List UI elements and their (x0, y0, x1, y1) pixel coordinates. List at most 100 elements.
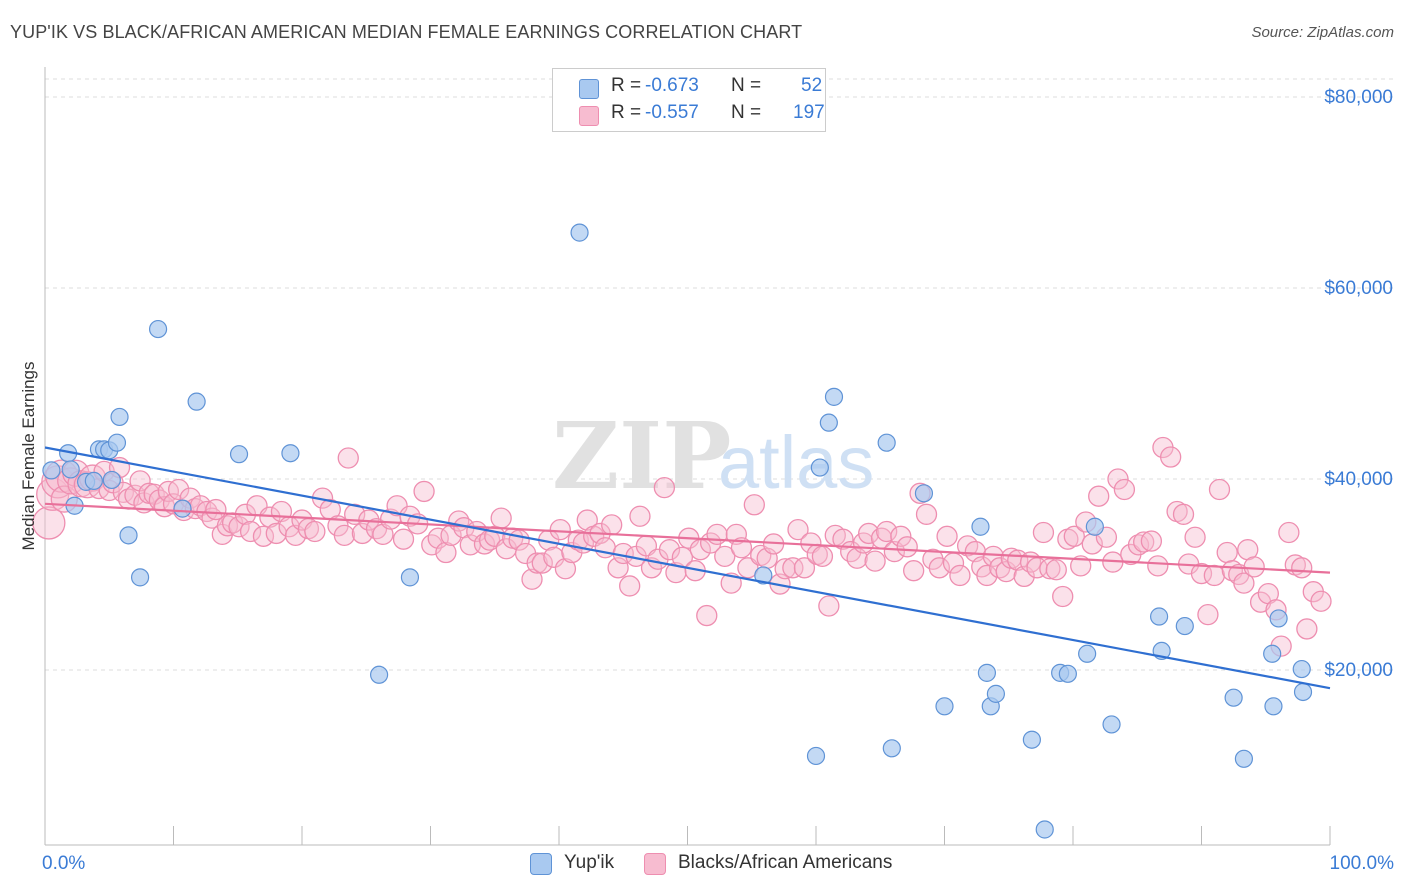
trend-lines (44, 446, 1331, 690)
correlation-legend: R = -0.673 N = 52 R = -0.557 N = 197 (552, 68, 826, 132)
bottom-label-black: Blacks/African Americans (678, 852, 893, 873)
point-black-african-american (1070, 555, 1092, 577)
watermark-atlas: atlas (718, 421, 874, 504)
point-black-african-american (392, 528, 415, 550)
point-yupik (1085, 517, 1104, 536)
y-tick-label: $60,000 (1324, 278, 1393, 299)
point-black-african-american (928, 557, 951, 579)
point-black-african-american (1172, 503, 1195, 525)
bottom-label-yupik: Yup'ik (564, 852, 615, 873)
point-yupik (1264, 697, 1283, 716)
point-yupik (400, 568, 420, 587)
trend-line-black-african-american (44, 502, 1331, 574)
point-yupik (1175, 616, 1194, 636)
watermark-zip: ZIP (552, 402, 731, 510)
point-black-african-american (32, 506, 66, 540)
point-black-african-american (239, 520, 262, 543)
point-black-african-american (725, 523, 747, 546)
point-yupik (1224, 688, 1243, 707)
point-black-african-american (1296, 618, 1318, 640)
point-black-african-american (304, 520, 326, 543)
point-yupik (1269, 609, 1288, 628)
point-black-african-american (554, 558, 577, 580)
point-black-african-american (658, 539, 681, 561)
point-black-african-american (576, 509, 598, 531)
point-black-african-american (1233, 572, 1255, 594)
point-yupik (935, 697, 954, 716)
legend-n-value: 52 (801, 75, 823, 96)
point-yupik (1102, 715, 1121, 734)
point-black-african-american (720, 572, 742, 594)
point-black-african-american (629, 505, 651, 527)
point-black-african-american (1133, 531, 1155, 553)
point-yupik (119, 526, 138, 545)
point-black-african-american (903, 560, 925, 582)
point-black-african-american (832, 528, 854, 550)
point-black-african-american (696, 604, 718, 627)
point-black-african-american (876, 520, 898, 543)
point-black-african-american (936, 525, 958, 547)
y-tick-label: $40,000 (1324, 469, 1393, 490)
point-yupik (42, 461, 61, 480)
point-yupik (754, 566, 773, 585)
point-yupik (806, 746, 826, 766)
point-yupik (102, 470, 121, 490)
axes (44, 67, 1331, 846)
point-black-african-american (543, 546, 565, 568)
legend-r-label: R = (611, 75, 642, 96)
point-yupik (810, 458, 829, 477)
point-yupik (1292, 659, 1311, 679)
point-black-african-american (922, 548, 944, 570)
point-yupik (148, 319, 168, 339)
point-yupik (110, 407, 129, 427)
point-yupik (977, 663, 997, 682)
gridlines (45, 78, 1395, 671)
point-black-african-american (915, 503, 938, 525)
point-yupik (570, 223, 589, 242)
point-black-african-american (706, 523, 728, 546)
point-black-african-american (549, 518, 571, 541)
point-black-african-american (714, 545, 736, 568)
tick-labels: $20,000 $40,000 $60,000 $80,000 0.0% 100.0% (42, 87, 1394, 874)
point-yupik (1263, 644, 1282, 663)
point-black-african-american (413, 480, 435, 503)
point-black-african-american (252, 525, 275, 547)
y-tick-label: $80,000 (1324, 87, 1393, 108)
point-yupik (1035, 820, 1054, 839)
point-yupik (1078, 644, 1097, 663)
point-black-african-american (205, 498, 227, 521)
point-black-african-american (896, 536, 918, 558)
legend-n-label: N = (731, 75, 762, 96)
point-black-african-american (730, 537, 753, 559)
point-black-african-american (1310, 590, 1332, 612)
legend-r-value: -0.673 (645, 75, 699, 96)
point-black-african-american (1184, 526, 1206, 548)
data-points (32, 223, 1332, 839)
point-black-african-american (1243, 556, 1265, 578)
point-black-african-american (435, 541, 457, 564)
legend-row-black: R = -0.557 N = 197 (553, 100, 825, 128)
bottom-swatch-black (644, 853, 666, 875)
point-black-african-american (1032, 521, 1055, 544)
point-black-african-american (1160, 446, 1182, 468)
bottom-swatch-yupik (530, 853, 552, 875)
point-black-african-american (858, 522, 880, 545)
point-black-african-american (1203, 564, 1225, 587)
point-yupik (61, 460, 80, 479)
point-black-african-american (521, 568, 543, 590)
point-black-african-american (743, 494, 765, 516)
point-yupik (877, 433, 896, 452)
point-yupik (824, 387, 844, 406)
point-black-african-american (333, 524, 356, 546)
point-black-african-american (601, 514, 623, 536)
point-yupik (1149, 607, 1169, 626)
point-black-african-american (526, 552, 548, 574)
point-black-african-american (890, 525, 912, 547)
legend-r-value: -0.557 (645, 102, 699, 123)
point-yupik (914, 484, 934, 503)
point-black-african-american (782, 557, 804, 579)
point-black-african-american (619, 575, 641, 597)
x-tick-label-min: 0.0% (42, 853, 85, 874)
point-black-african-american (864, 550, 886, 572)
